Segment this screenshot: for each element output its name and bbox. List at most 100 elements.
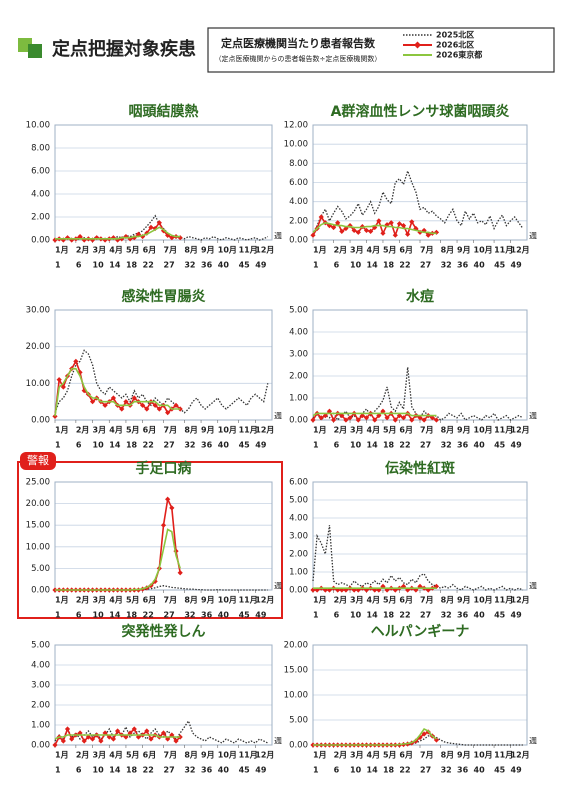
x-week-label: 18 xyxy=(126,766,138,775)
x-month-label: 11月 xyxy=(494,751,513,760)
x-week-label: 1 xyxy=(313,261,319,270)
chart-title: ヘルパンギーナ xyxy=(371,623,470,640)
x-week-label: 36 xyxy=(457,611,469,620)
chart-title: 突発性発しん xyxy=(122,623,206,640)
x-month-label: 3月 xyxy=(350,596,364,605)
x-week-label: 32 xyxy=(441,441,452,450)
data-point xyxy=(322,413,328,419)
y-tick-label: 10.00 xyxy=(26,379,50,389)
data-point xyxy=(347,415,353,421)
data-point xyxy=(310,417,316,423)
x-month-label: 3月 xyxy=(93,246,107,255)
y-tick-label: 1.00 xyxy=(31,721,50,731)
x-week-label: 40 xyxy=(218,766,230,775)
x-week-label: 6 xyxy=(334,441,340,450)
x-month-label: 12月 xyxy=(255,751,274,760)
x-month-label: 11月 xyxy=(494,246,513,255)
data-point xyxy=(314,587,320,593)
y-tick-label: 20.00 xyxy=(26,342,50,352)
x-unit: 週 xyxy=(274,582,282,591)
y-tick-label: 20.00 xyxy=(284,641,308,651)
series-line xyxy=(312,221,437,235)
series-line xyxy=(312,367,524,422)
x-week-label: 1 xyxy=(313,611,319,620)
x-week-label: 1 xyxy=(55,261,61,270)
chart-title: 手足口病 xyxy=(136,460,192,477)
x-month-label: 1月 xyxy=(55,751,69,760)
y-tick-label: 0.00 xyxy=(31,741,50,751)
x-month-label: 9月 xyxy=(457,596,471,605)
x-month-label: 8月 xyxy=(441,246,455,255)
y-tick-label: 15.00 xyxy=(284,666,308,676)
x-unit: 週 xyxy=(529,582,537,591)
x-month-label: 9月 xyxy=(201,426,215,435)
x-month-label: 12月 xyxy=(511,426,530,435)
data-point xyxy=(165,496,171,502)
data-point xyxy=(421,731,427,737)
x-week-label: 45 xyxy=(239,261,251,270)
x-month-label: 3月 xyxy=(350,426,364,435)
data-point xyxy=(409,219,415,225)
x-month-label: 6月 xyxy=(143,751,157,760)
data-point xyxy=(433,737,440,743)
x-week-label: 40 xyxy=(474,441,486,450)
series-line xyxy=(54,359,181,417)
data-point xyxy=(69,237,75,243)
data-point xyxy=(339,228,345,234)
data-point xyxy=(400,415,407,421)
data-point xyxy=(351,227,357,234)
x-week-label: 32 xyxy=(184,611,195,620)
data-point xyxy=(355,229,361,235)
x-month-label: 9月 xyxy=(201,751,215,760)
x-week-label: 32 xyxy=(441,261,452,270)
data-point xyxy=(335,220,341,226)
data-point xyxy=(409,417,415,423)
series-line xyxy=(55,226,181,240)
x-week-label: 6 xyxy=(76,611,82,620)
y-tick-label: 4.00 xyxy=(289,514,308,524)
x-month-label: 11月 xyxy=(494,596,513,605)
alert-label: 警報 xyxy=(27,453,49,467)
x-week-label: 14 xyxy=(367,611,379,620)
x-week-label: 45 xyxy=(494,441,506,450)
y-tick-label: 20.00 xyxy=(26,499,50,509)
y-tick-label: 10.00 xyxy=(284,140,308,150)
y-tick-label: 1.00 xyxy=(289,568,308,578)
x-unit: 週 xyxy=(529,412,537,421)
y-tick-label: 4.00 xyxy=(31,190,50,200)
data-point xyxy=(388,220,394,226)
y-tick-label: 10.00 xyxy=(284,691,308,701)
x-month-label: 6月 xyxy=(143,426,157,435)
x-week-label: 18 xyxy=(126,611,138,620)
data-point xyxy=(89,736,96,742)
x-week-label: 32 xyxy=(184,441,195,450)
y-tick-label: 2.00 xyxy=(289,216,308,226)
series-line xyxy=(54,367,181,417)
x-month-label: 4月 xyxy=(367,751,381,760)
data-point xyxy=(60,738,66,744)
data-point xyxy=(413,738,419,744)
data-point xyxy=(89,237,96,243)
x-month-label: 5月 xyxy=(126,596,140,605)
x-week-label: 1 xyxy=(55,611,61,620)
x-month-label: 12月 xyxy=(511,596,530,605)
data-point xyxy=(396,221,403,227)
x-month-label: 7月 xyxy=(420,751,434,760)
x-week-label: 14 xyxy=(367,441,379,450)
x-month-label: 3月 xyxy=(93,596,107,605)
x-week-label: 6 xyxy=(334,766,340,775)
x-month-label: 9月 xyxy=(457,426,471,435)
x-week-label: 36 xyxy=(201,261,213,270)
data-point xyxy=(69,736,75,742)
x-week-label: 27 xyxy=(164,261,175,270)
x-month-label: 4月 xyxy=(109,246,123,255)
series-line xyxy=(313,727,437,746)
data-point xyxy=(392,417,398,423)
x-week-label: 10 xyxy=(93,611,105,620)
x-month-label: 2月 xyxy=(76,426,90,435)
data-point xyxy=(433,417,440,423)
y-tick-label: 8.00 xyxy=(289,159,308,169)
y-tick-label: 5.00 xyxy=(289,306,308,316)
x-week-label: 49 xyxy=(511,441,523,450)
